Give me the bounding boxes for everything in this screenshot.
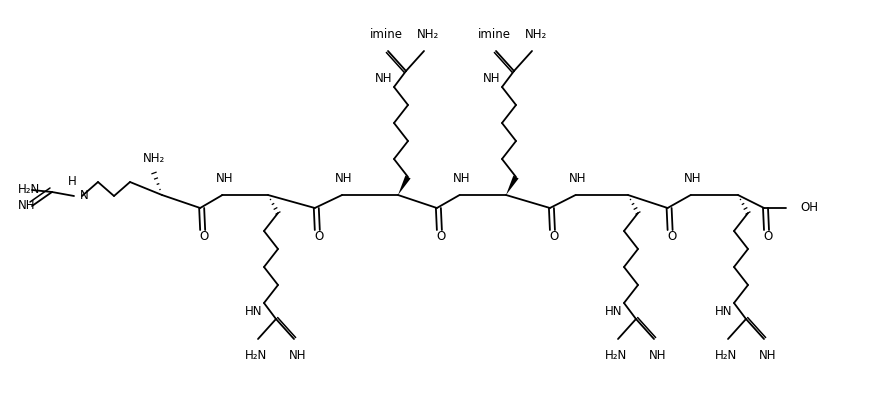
Text: imine: imine (369, 28, 402, 41)
Text: NH₂: NH₂ (524, 28, 546, 41)
Text: O: O (549, 230, 558, 244)
Text: NH: NH (648, 349, 666, 362)
Text: H₂N: H₂N (18, 184, 40, 196)
Text: NH: NH (374, 72, 391, 85)
Text: NH₂: NH₂ (417, 28, 438, 41)
Polygon shape (397, 176, 410, 195)
Text: NH: NH (759, 349, 776, 362)
Text: NH: NH (683, 172, 701, 185)
Text: H₂N: H₂N (245, 349, 267, 362)
Text: H₂N: H₂N (714, 349, 737, 362)
Text: HN: HN (244, 305, 261, 318)
Text: H: H (68, 175, 76, 188)
Text: NH: NH (568, 172, 586, 185)
Text: NH₂: NH₂ (143, 152, 165, 165)
Text: O: O (667, 230, 675, 244)
Text: NH: NH (453, 172, 470, 185)
Text: O: O (436, 230, 445, 244)
Text: HN: HN (714, 305, 731, 318)
Text: N: N (80, 190, 89, 202)
Text: OH: OH (799, 202, 817, 214)
Text: NH: NH (335, 172, 353, 185)
Text: O: O (762, 230, 772, 244)
Text: O: O (199, 230, 209, 244)
Text: NH: NH (289, 349, 306, 362)
Text: NH: NH (482, 72, 499, 85)
Polygon shape (505, 176, 518, 195)
Text: O: O (314, 230, 323, 244)
Text: NH: NH (216, 172, 233, 185)
Text: imine: imine (477, 28, 510, 41)
Text: H₂N: H₂N (604, 349, 626, 362)
Text: HN: HN (603, 305, 621, 318)
Text: NH: NH (18, 200, 35, 212)
